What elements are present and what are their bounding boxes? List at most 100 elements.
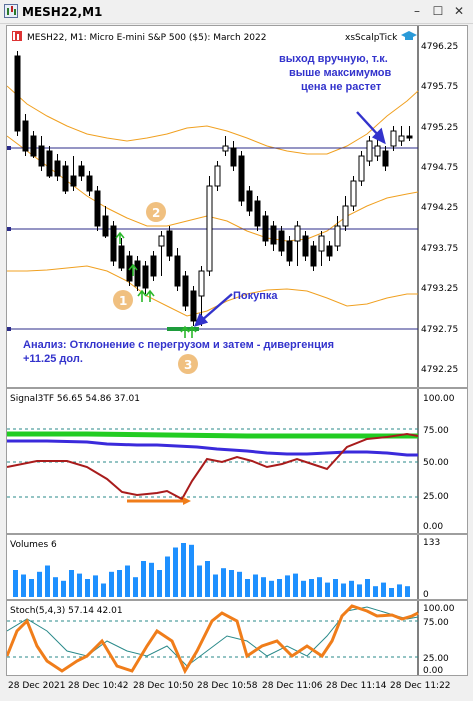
signal-ylabel: 0.00	[423, 522, 443, 532]
candle-body	[222, 145, 229, 152]
time-axis: 28 Dec 2021 28 Dec 10:42 28 Dec 10:50 28…	[0, 676, 473, 701]
volume-bar	[381, 582, 386, 597]
graduation-cap-icon	[401, 31, 417, 40]
stoch-ylabel: 75.00	[423, 618, 449, 628]
candles-group	[14, 51, 413, 326]
volume-bar	[349, 580, 354, 597]
candle-body	[406, 135, 413, 139]
annotation-arrow-icons	[193, 111, 386, 327]
candle-body	[302, 235, 309, 257]
time-label: 28 Dec 11:06	[262, 681, 323, 691]
volume-bar	[197, 565, 202, 597]
volume-bar	[141, 561, 146, 597]
price-label: 4795.75	[421, 82, 458, 92]
volume-bar	[245, 579, 250, 597]
candle-body	[310, 245, 317, 267]
middle-band	[7, 135, 419, 242]
volume-ylabel: 0	[423, 590, 429, 599]
candle-body	[270, 225, 277, 245]
candle-body	[350, 180, 357, 207]
buy-arrow-icons	[115, 231, 197, 338]
volume-bar	[373, 586, 378, 597]
price-label: 4792.75	[421, 325, 458, 335]
signal-ylabel: 100.00	[423, 394, 455, 404]
exit-note-line: выше максимумов	[289, 67, 392, 79]
candle-body	[62, 165, 69, 192]
candle-body	[78, 165, 85, 177]
candle-body	[182, 275, 189, 307]
signal3tf-svg[interactable]: Signal3TF 56.65 54.86 37.01 100.00 75.00…	[7, 389, 467, 533]
candle-body	[22, 120, 29, 152]
time-label: 28 Dec 10:50	[133, 681, 194, 691]
candle-body	[150, 255, 157, 277]
volume-bar	[109, 571, 114, 597]
volume-bar	[389, 588, 394, 597]
volume-bar	[149, 562, 154, 597]
candle-body	[30, 135, 37, 157]
candle-body	[238, 155, 245, 202]
price-label: 4794.75	[421, 163, 458, 173]
maximize-button[interactable]: ☐	[432, 4, 444, 18]
badge-2	[146, 202, 166, 222]
candle-body	[294, 225, 301, 242]
volume-bar	[341, 583, 346, 597]
candle-body	[366, 140, 373, 162]
minimize-button[interactable]: –	[414, 4, 420, 18]
volume-bar	[229, 570, 234, 597]
volume-bar	[325, 582, 330, 597]
signal3tf-panel[interactable]: Signal3TF 56.65 54.86 37.01 100.00 75.00…	[6, 388, 468, 534]
volume-bar	[253, 574, 258, 597]
candle-body	[390, 130, 397, 147]
volume-bar	[117, 570, 122, 597]
signal-ylabel: 50.00	[423, 458, 449, 468]
volume-bar	[101, 583, 106, 597]
volume-bar	[61, 580, 66, 597]
price-label: 4793.75	[421, 244, 458, 254]
stoch-ylabel: 0.00	[423, 666, 443, 675]
candle-body	[382, 150, 389, 167]
candle-body	[278, 230, 285, 252]
candle-body	[174, 255, 181, 287]
stochastic-svg[interactable]: Stoch(5,4,3) 57.14 42.01 100.00 75.00 25…	[7, 601, 467, 675]
price-chart-svg[interactable]: MESH22, M1: Micro E-mini S&P 500 ($5): M…	[7, 26, 467, 387]
exit-note-line: цена не растет	[301, 81, 382, 93]
volume-bar	[365, 579, 370, 597]
volume-bar	[205, 561, 210, 597]
price-label: 4796.25	[421, 42, 458, 52]
close-button[interactable]: ✕	[453, 4, 465, 18]
badge-3	[178, 354, 198, 374]
stoch-header: Stoch(5,4,3) 57.14 42.01	[10, 606, 123, 616]
candle-body	[158, 235, 165, 247]
signal-blue-line	[7, 439, 418, 457]
volume-bar	[157, 570, 162, 597]
candle-body	[198, 270, 205, 297]
volume-bar	[317, 577, 322, 597]
price-label: 4795.25	[421, 123, 458, 133]
volumes-panel[interactable]: Volumes 6 133 0	[6, 534, 468, 600]
volume-bar	[357, 584, 362, 597]
badge-1	[113, 290, 133, 310]
candle-body	[38, 145, 45, 167]
volume-bar	[269, 580, 274, 597]
stochastic-panel[interactable]: Stoch(5,4,3) 57.14 42.01 100.00 75.00 25…	[6, 600, 468, 676]
volumes-svg[interactable]: Volumes 6 133 0	[7, 535, 467, 599]
analysis-note-line: Анализ: Отклонение с перегрузом и затем …	[23, 339, 334, 351]
chart-header-icon	[12, 31, 22, 41]
volume-bar	[45, 565, 50, 597]
candle-body	[102, 215, 109, 237]
volume-bar	[77, 573, 82, 597]
volume-bar	[85, 579, 90, 597]
candle-body	[70, 175, 77, 187]
volume-bar	[189, 544, 194, 597]
time-label: 28 Dec 11:14	[326, 681, 387, 691]
candle-body	[110, 225, 117, 262]
volume-bar	[69, 570, 74, 597]
candle-body	[374, 145, 381, 157]
price-chart-panel[interactable]: MESH22, M1: Micro E-mini S&P 500 ($5): M…	[6, 25, 468, 388]
volume-bar	[285, 575, 290, 597]
candle-body	[254, 200, 261, 227]
indicator-tag: xsScalpTick	[345, 33, 398, 43]
volume-bar	[29, 579, 34, 597]
time-label: 28 Dec 10:58	[197, 681, 258, 691]
price-label: 4793.25	[421, 284, 458, 294]
